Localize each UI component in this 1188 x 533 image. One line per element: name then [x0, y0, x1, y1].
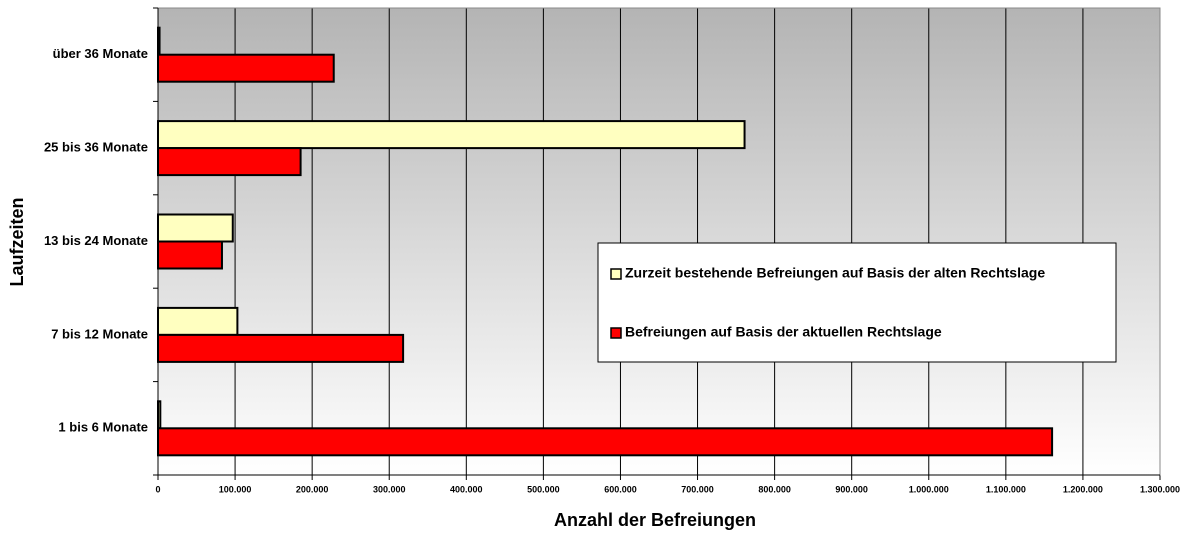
x-tick-label: 500.000 — [527, 484, 560, 494]
bar — [157, 306, 239, 336]
bar — [157, 333, 405, 363]
bar — [157, 427, 1054, 457]
x-tick-label: 700.000 — [681, 484, 714, 494]
x-tick-label: 1.300.000 — [1140, 484, 1180, 494]
x-tick-label: 0 — [155, 484, 160, 494]
y-tick-label: 7 bis 12 Monate — [51, 326, 148, 341]
bar — [157, 53, 335, 83]
y-tick-label: 1 bis 6 Monate — [58, 420, 148, 435]
bar — [157, 240, 223, 270]
x-tick-label: 300.000 — [373, 484, 406, 494]
x-tick-label: 600.000 — [604, 484, 637, 494]
x-tick-label: 1.100.000 — [986, 484, 1026, 494]
x-tick-label: 800.000 — [758, 484, 791, 494]
y-tick-label: 13 bis 24 Monate — [44, 233, 148, 248]
legend-swatch — [610, 327, 622, 339]
x-tick-label: 1.000.000 — [909, 484, 949, 494]
x-axis-title: Anzahl der Befreiungen — [554, 510, 756, 530]
bar — [157, 26, 161, 56]
legend-swatch — [610, 268, 622, 280]
legend-label: Zurzeit bestehende Befreiungen auf Basis… — [625, 265, 1045, 281]
bar — [157, 120, 746, 150]
x-tick-label: 900.000 — [835, 484, 868, 494]
x-tick-label: 200.000 — [296, 484, 329, 494]
bar — [157, 213, 234, 243]
bar — [157, 400, 162, 430]
legend-label: Befreiungen auf Basis der aktuellen Rech… — [625, 324, 942, 340]
y-tick-label: über 36 Monate — [53, 46, 148, 61]
plot-area — [158, 8, 1160, 475]
x-tick-label: 400.000 — [450, 484, 483, 494]
bar — [157, 147, 302, 177]
x-tick-label: 1.200.000 — [1063, 484, 1103, 494]
legend-box — [597, 242, 1117, 363]
x-tick-label: 100.000 — [219, 484, 252, 494]
y-axis-title: Laufzeiten — [7, 197, 27, 286]
y-tick-label: 25 bis 36 Monate — [44, 140, 148, 155]
